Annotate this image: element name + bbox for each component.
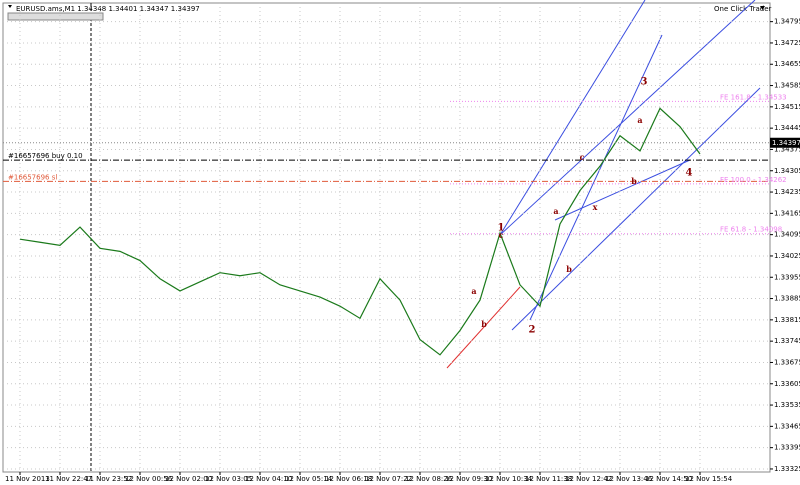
x-tick-label: 12 Nov 03:05 — [205, 475, 252, 483]
y-tick-label: 1.33465 — [774, 422, 800, 430]
wave-label: 3 — [641, 77, 648, 88]
x-tick-label: 12 Nov 07:22 — [365, 475, 412, 483]
x-tick-label: 12 Nov 09:30 — [445, 475, 492, 483]
x-tick-label: 12 Nov 14:50 — [645, 475, 692, 483]
wave-label: b — [566, 264, 572, 274]
y-tick-label: 1.33535 — [774, 401, 800, 409]
y-tick-label: 1.34585 — [774, 82, 800, 90]
wave-label: c — [499, 230, 504, 240]
x-tick-label: 12 Nov 12:42 — [565, 475, 612, 483]
wave-label: c — [580, 152, 585, 162]
wave-label: a — [553, 206, 558, 216]
y-tick-label: 1.34095 — [774, 231, 800, 239]
plot-frame — [2, 2, 771, 473]
y-tick-label: 1.34375 — [774, 145, 800, 153]
wave-label: b — [481, 319, 487, 329]
chart-title: EURUSD.ams,M1 1.34348 1.34401 1.34347 1.… — [16, 5, 200, 13]
level-label: #16657696 sl — [8, 173, 57, 181]
wave-label: b — [631, 176, 637, 186]
x-tick-label: 12 Nov 04:10 — [245, 475, 292, 483]
x-tick-label: 12 Nov 05:14 — [285, 475, 333, 483]
x-tick-label: 12 Nov 08:26 — [405, 475, 453, 483]
y-tick-label: 1.33815 — [774, 316, 800, 324]
x-tick-label: 12 Nov 11:38 — [525, 475, 572, 483]
y-tick-label: 1.34795 — [774, 18, 800, 26]
panel-arrow[interactable] — [760, 6, 765, 10]
x-tick-label: 11 Nov 2013 — [5, 475, 50, 483]
x-tick-label: 11 Nov 22:47 — [45, 475, 92, 483]
y-tick-label: 1.33675 — [774, 358, 800, 366]
toolbar[interactable] — [7, 12, 104, 21]
y-tick-label: 1.34515 — [774, 103, 800, 111]
last-price-tag — [770, 137, 800, 148]
x-tick-label: 12 Nov 13:46 — [605, 475, 653, 483]
wave-line — [446, 286, 521, 369]
x-tick-label: 12 Nov 00:56 — [125, 475, 173, 483]
y-tick-label: 1.33745 — [774, 337, 800, 345]
y-tick-label: 1.33395 — [774, 444, 800, 452]
level-label: #16657696 buy 0.10 — [8, 152, 83, 160]
title-arrow — [8, 5, 12, 8]
level-label: FE 161.8 - 1.34533 — [720, 93, 787, 101]
wave-label: x — [593, 202, 598, 212]
price-line — [19, 107, 701, 356]
x-tick-label: 12 Nov 02:00 — [165, 475, 212, 483]
y-tick-label: 1.33325 — [774, 465, 800, 473]
wave-label: a — [471, 286, 476, 296]
level-label: FE 100.0 - 1.34262 — [720, 176, 787, 184]
x-tick-label: 12 Nov 15:54 — [685, 475, 733, 483]
y-tick-label: 1.34655 — [774, 60, 800, 68]
y-tick-label: 1.34305 — [774, 167, 800, 175]
y-tick-label: 1.34725 — [774, 39, 800, 47]
x-tick-label: 11 Nov 23:52 — [85, 475, 132, 483]
panel-title: One Click Trader — [714, 5, 772, 13]
y-tick-label: 1.33955 — [774, 273, 800, 281]
x-tick-label: 12 Nov 06:18 — [325, 475, 372, 483]
wave-label: 4 — [686, 168, 693, 179]
y-tick-label: 1.34025 — [774, 252, 800, 260]
x-tick-label: 12 Nov 10:34 — [485, 475, 533, 483]
wave-label: a — [637, 115, 642, 125]
y-tick-label: 1.34445 — [774, 124, 800, 132]
last-price-label: 1.34397 — [772, 139, 800, 147]
wave-label: 2 — [529, 325, 536, 336]
channel-lines — [499, 0, 761, 331]
y-tick-label: 1.34235 — [774, 188, 800, 196]
y-tick-label: 1.33605 — [774, 380, 800, 388]
y-tick-label: 1.33885 — [774, 295, 800, 303]
y-tick-label: 1.34165 — [774, 209, 800, 217]
level-label: FE 61.8 - 1.34098 — [720, 226, 782, 234]
wave-label: 1 — [498, 223, 505, 234]
